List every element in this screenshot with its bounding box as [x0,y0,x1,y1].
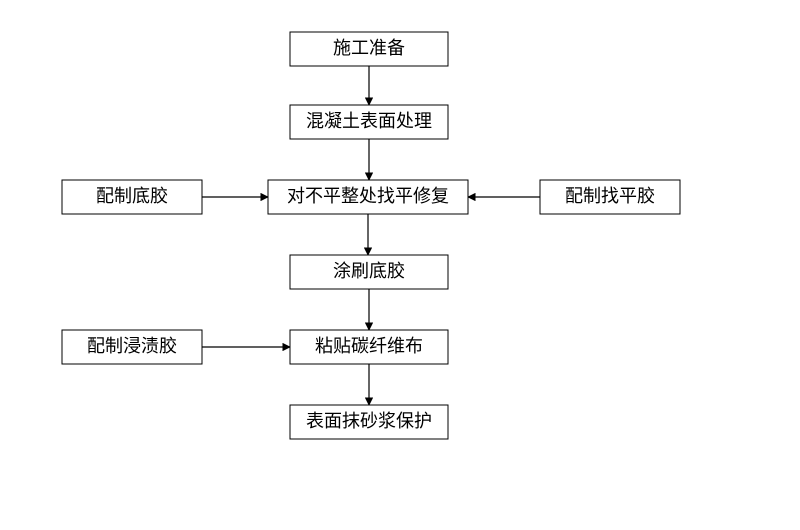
flow-node-n4: 涂刷底胶 [290,255,448,289]
flowchart-canvas: 施工准备混凝土表面处理对不平整处找平修复涂刷底胶粘贴碳纤维布表面抹砂浆保护 配制底… [0,0,800,530]
node-label: 配制浸渍胶 [87,336,177,356]
node-label: 对不平整处找平修复 [287,186,449,206]
node-label: 配制找平胶 [565,186,655,206]
flow-node-s1: 配制底胶 [62,180,202,214]
flow-node-n5: 粘贴碳纤维布 [290,330,448,364]
node-label: 混凝土表面处理 [306,111,432,131]
flow-node-s3: 配制浸渍胶 [62,330,202,364]
node-label: 涂刷底胶 [333,261,405,281]
flow-node-n3: 对不平整处找平修复 [268,180,468,214]
flow-node-n1: 施工准备 [290,32,448,66]
node-label: 粘贴碳纤维布 [315,336,423,356]
node-label: 配制底胶 [96,186,168,206]
flow-node-n6: 表面抹砂浆保护 [290,405,448,439]
node-label: 施工准备 [333,38,405,58]
node-label: 表面抹砂浆保护 [306,411,432,431]
flow-node-n2: 混凝土表面处理 [290,105,448,139]
nodes-layer: 施工准备混凝土表面处理对不平整处找平修复涂刷底胶粘贴碳纤维布表面抹砂浆保护 配制底… [62,32,680,439]
flow-node-s2: 配制找平胶 [540,180,680,214]
